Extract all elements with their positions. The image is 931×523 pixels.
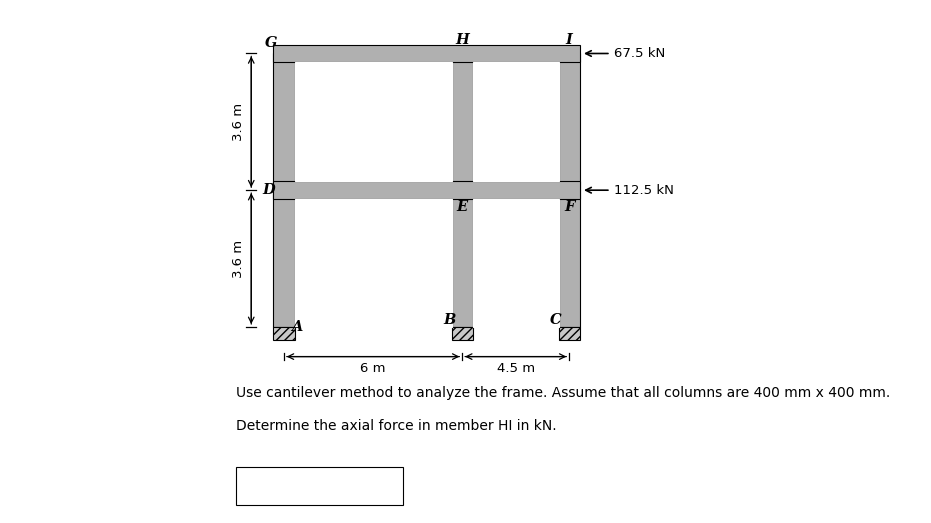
Bar xyxy=(559,190,580,327)
Text: D: D xyxy=(263,183,276,197)
Bar xyxy=(273,53,294,190)
Bar xyxy=(273,44,580,62)
Text: B: B xyxy=(443,313,455,327)
Text: H: H xyxy=(455,33,469,48)
Bar xyxy=(294,62,452,181)
Text: Determine the axial force in member HI in kN.: Determine the axial force in member HI i… xyxy=(236,419,557,433)
Text: I: I xyxy=(566,33,573,48)
Bar xyxy=(452,190,473,327)
Text: 4.5 m: 4.5 m xyxy=(496,362,534,375)
Bar xyxy=(473,62,559,181)
Bar xyxy=(559,53,580,190)
Bar xyxy=(236,467,403,505)
Text: 3.6 m: 3.6 m xyxy=(232,103,245,141)
Bar xyxy=(452,53,473,190)
Text: A: A xyxy=(291,320,303,334)
Text: Use cantilever method to analyze the frame. Assume that all columns are 400 mm x: Use cantilever method to analyze the fra… xyxy=(236,386,891,400)
Bar xyxy=(273,190,294,327)
Text: 6 m: 6 m xyxy=(360,362,385,375)
Text: E: E xyxy=(457,200,467,214)
Bar xyxy=(559,327,580,340)
Bar xyxy=(452,327,473,340)
Bar xyxy=(294,199,452,327)
Text: F: F xyxy=(564,200,574,214)
Text: 112.5 kN: 112.5 kN xyxy=(614,184,674,197)
Bar xyxy=(473,199,559,327)
Text: 3.6 m: 3.6 m xyxy=(232,240,245,278)
Text: C: C xyxy=(550,313,562,327)
Text: G: G xyxy=(264,36,277,50)
Bar xyxy=(273,181,580,199)
Bar xyxy=(273,327,294,340)
Text: 67.5 kN: 67.5 kN xyxy=(614,47,665,60)
